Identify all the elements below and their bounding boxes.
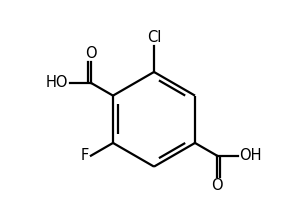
- Text: OH: OH: [239, 148, 262, 163]
- Text: Cl: Cl: [147, 30, 161, 45]
- Text: O: O: [211, 178, 223, 193]
- Text: O: O: [85, 45, 97, 60]
- Text: F: F: [81, 148, 89, 163]
- Text: HO: HO: [46, 75, 68, 90]
